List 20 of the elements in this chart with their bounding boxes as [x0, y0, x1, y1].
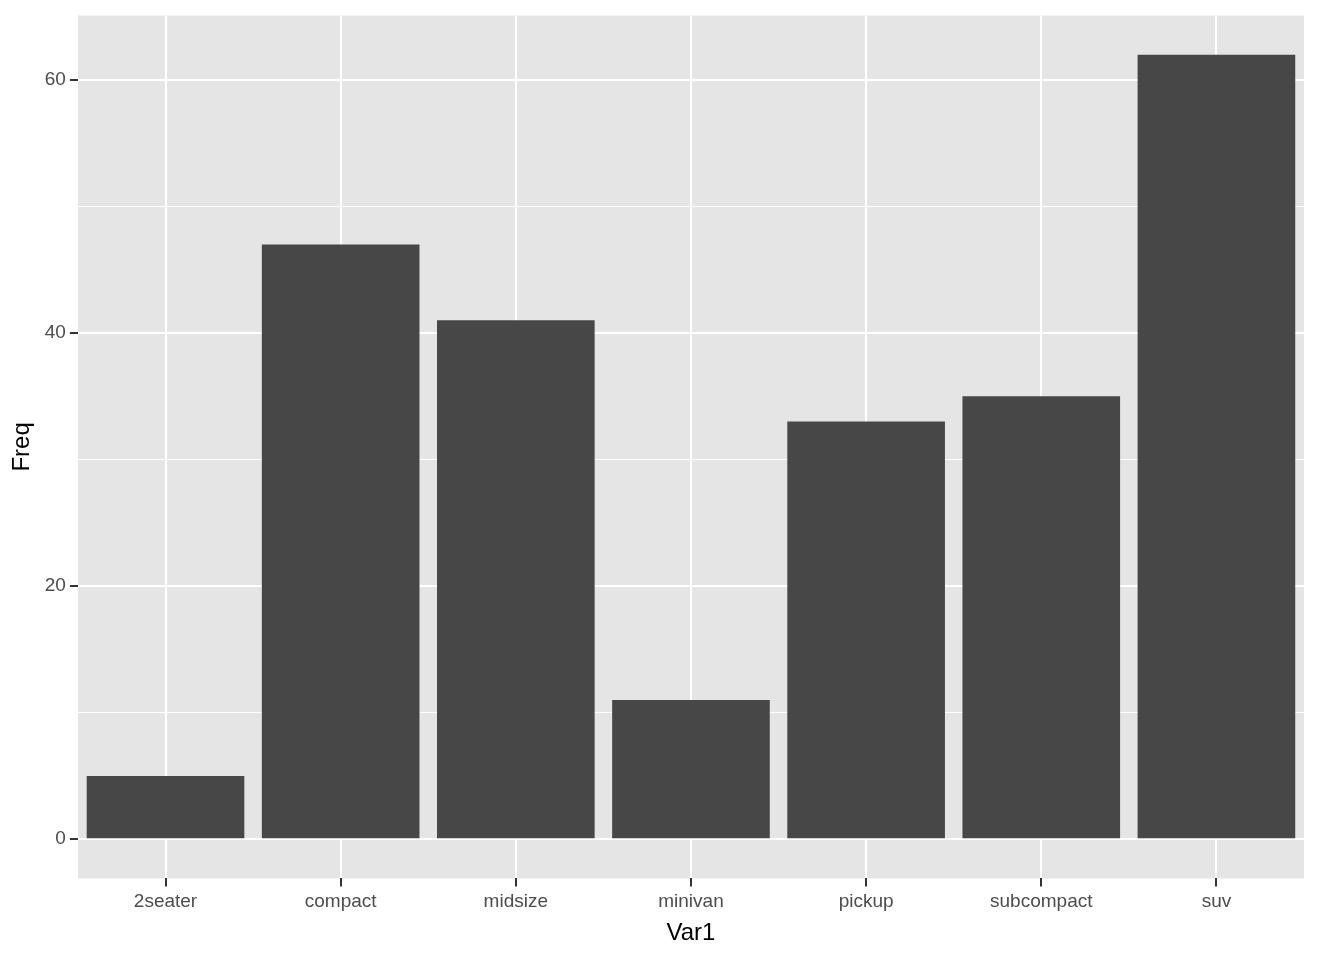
x-tick-label: pickup — [838, 890, 894, 912]
x-tick-label: suv — [1201, 890, 1232, 912]
bar — [612, 699, 770, 839]
bar — [1137, 54, 1296, 839]
y-tick-label: 60 — [44, 68, 66, 90]
bar — [962, 396, 1121, 839]
bar — [86, 775, 245, 839]
y-tick-label: 40 — [44, 321, 66, 343]
x-tick-label: minivan — [658, 890, 724, 912]
y-axis-title: Freq — [7, 422, 35, 472]
x-tick-label: subcompact — [990, 890, 1094, 912]
x-tick-label: compact — [304, 890, 378, 912]
x-axis-title: Var1 — [666, 918, 716, 946]
bar — [787, 421, 945, 839]
bar — [261, 244, 420, 839]
y-tick-label: 20 — [44, 574, 66, 596]
x-tick-label: midsize — [483, 890, 549, 912]
y-tick-label: 0 — [55, 827, 66, 849]
x-tick-label: 2seater — [133, 890, 198, 912]
bar — [437, 320, 595, 839]
